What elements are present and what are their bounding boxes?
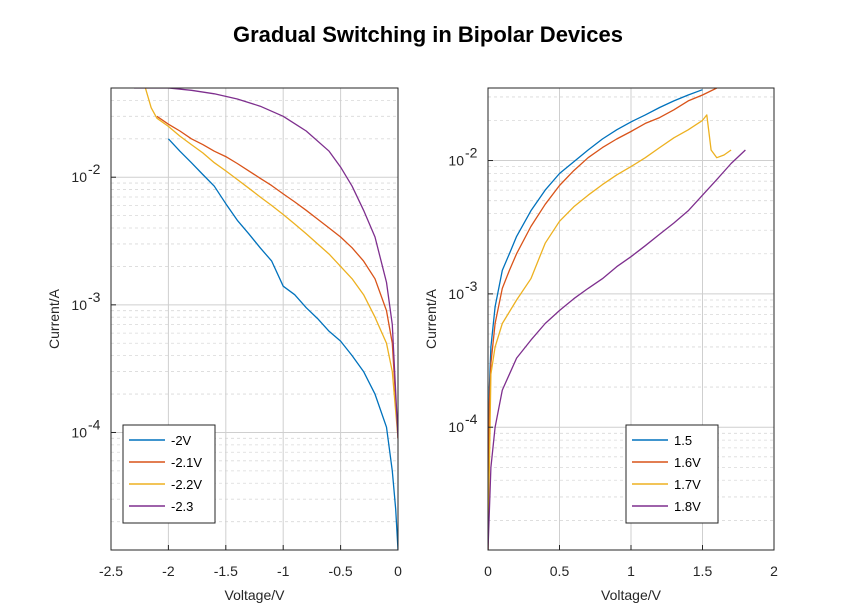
y-tick-label: 10 bbox=[448, 153, 464, 169]
y-axis-label: Current/A bbox=[46, 288, 62, 349]
legend-label: -2.2V bbox=[171, 477, 202, 492]
legend-label: -2.1V bbox=[171, 455, 202, 470]
series-line-3 bbox=[144, 88, 398, 439]
x-axis-label: Voltage/V bbox=[601, 587, 662, 603]
y-tick-label: 10 bbox=[71, 169, 87, 185]
legend-label: 1.8V bbox=[674, 499, 701, 514]
y-axis-label: Current/A bbox=[423, 288, 439, 349]
y-tick-exponent: -2 bbox=[465, 145, 478, 161]
x-tick-label: 0 bbox=[484, 563, 492, 579]
figure-title: Gradual Switching in Bipolar Devices bbox=[233, 22, 623, 47]
y-tick-exponent: -3 bbox=[88, 289, 101, 305]
x-tick-label: -0.5 bbox=[329, 563, 353, 579]
x-tick-label: 1.5 bbox=[693, 563, 713, 579]
series-group bbox=[134, 88, 398, 550]
right-panel: 0 0.5 1 1.5 210-410-310 -2Voltage/VCurrent/A1… bbox=[423, 87, 778, 603]
x-tick-label: 2 bbox=[770, 563, 778, 579]
y-tick-exponent: -2 bbox=[88, 161, 101, 177]
y-tick-label: 10 bbox=[71, 424, 87, 440]
series-line-4 bbox=[134, 88, 398, 439]
y-tick-exponent: -3 bbox=[465, 278, 478, 294]
legend-label: 1.7V bbox=[674, 477, 701, 492]
series-line-1 bbox=[167, 138, 398, 550]
x-tick-label: 0.5 bbox=[550, 563, 570, 579]
y-tick-label: 10 bbox=[448, 419, 464, 435]
series-group bbox=[488, 88, 746, 550]
x-tick-label: 0 bbox=[394, 563, 402, 579]
y-tick-exponent: -4 bbox=[465, 411, 478, 427]
series-line-3 bbox=[488, 114, 732, 550]
left-panel: -2.5 -2 -1.5 -1 -0.5 010-410-310 -2Voltage/VCu… bbox=[46, 87, 402, 603]
x-tick-label: -1 bbox=[277, 563, 290, 579]
axes-box bbox=[110, 87, 399, 551]
series-line-2 bbox=[156, 115, 398, 439]
legend: -2V -2.1V -2.2V -2.3 bbox=[122, 424, 216, 524]
x-tick-label: -2.5 bbox=[99, 563, 123, 579]
x-tick-label: -1.5 bbox=[214, 563, 238, 579]
y-tick-exponent: -4 bbox=[88, 416, 101, 432]
legend: 1.5 1.6V 1.7V 1.8V bbox=[625, 424, 719, 524]
series-line-1 bbox=[488, 89, 703, 550]
series-line-2 bbox=[488, 88, 718, 550]
y-tick-label: 10 bbox=[448, 286, 464, 302]
legend-label: 1.5 bbox=[674, 433, 692, 448]
legend-label: -2V bbox=[171, 433, 192, 448]
legend-label: -2.3 bbox=[171, 499, 193, 514]
x-axis-label: Voltage/V bbox=[225, 587, 286, 603]
x-tick-label: 1 bbox=[627, 563, 635, 579]
x-tick-label: -2 bbox=[162, 563, 175, 579]
y-tick-label: 10 bbox=[71, 297, 87, 313]
series-line-4 bbox=[488, 149, 746, 550]
legend-label: 1.6V bbox=[674, 455, 701, 470]
